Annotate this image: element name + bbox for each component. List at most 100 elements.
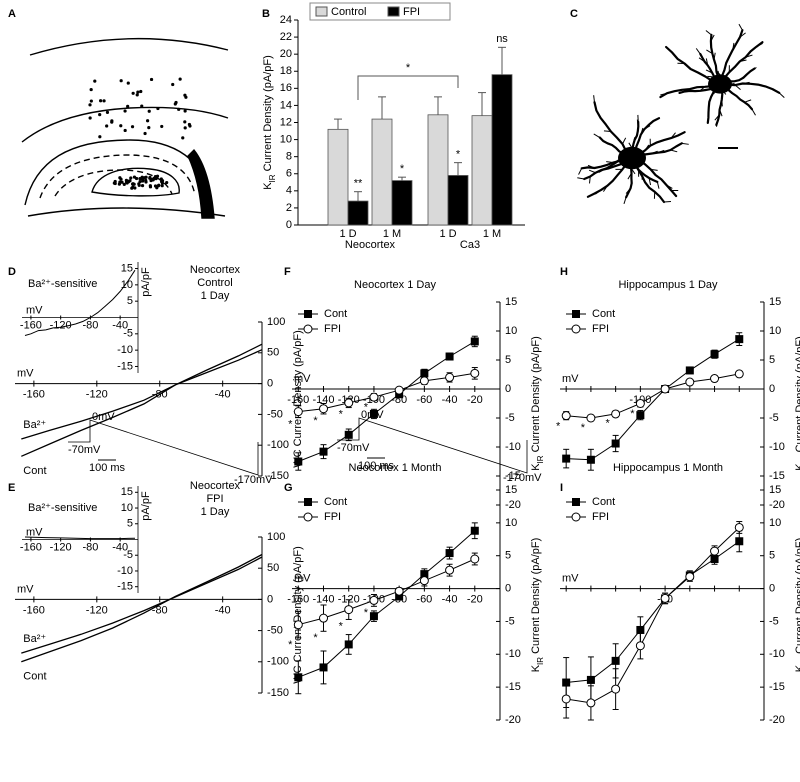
- y-tick-label: 0: [267, 378, 273, 390]
- astrocyte-twig: [656, 181, 660, 189]
- y-tick-label: 10: [769, 517, 781, 529]
- series-line: [21, 553, 263, 663]
- y-axis-label: KIR Current Density (pA/pF): [530, 336, 545, 471]
- panel-label: G: [284, 482, 293, 494]
- x-tick-label: -160: [23, 604, 45, 616]
- y-tick-label: 15: [769, 484, 781, 496]
- significance-label: **: [354, 178, 363, 190]
- marker: [470, 368, 480, 378]
- inset-x-tick-label: -80: [82, 319, 98, 331]
- y-tick-label: 0: [769, 383, 775, 395]
- neuron-dot: [173, 102, 177, 106]
- inset-y-tick-label: -15: [117, 581, 133, 593]
- y-axis-label-subscript: IR: [536, 657, 545, 665]
- inset-y-tick-label: 5: [127, 518, 133, 530]
- y-axis-label: KIR Current Density (pA/pF): [262, 55, 277, 190]
- marker: [710, 555, 719, 563]
- neuron-dot: [147, 109, 151, 113]
- marker: [319, 404, 329, 414]
- y-tick-label: 6: [286, 168, 292, 180]
- chart-title: 1 Day: [201, 506, 230, 518]
- series-line: [566, 540, 740, 683]
- significance-label: *: [313, 415, 318, 427]
- marker: [419, 576, 429, 586]
- y-tick-label: 0: [769, 582, 775, 594]
- marker: [470, 554, 480, 564]
- significance-label: *: [313, 632, 318, 644]
- significance-bracket: [357, 75, 459, 100]
- legend-label: Control: [331, 6, 366, 18]
- neuron-dot: [89, 87, 93, 92]
- protocol-label: -170mV: [503, 472, 542, 484]
- neuron-dot: [159, 177, 163, 181]
- y-tick-label: 18: [280, 65, 292, 77]
- inset-x-tick-label: -40: [112, 319, 128, 331]
- y-tick-label: 5: [769, 550, 775, 562]
- neuron-dot: [144, 178, 148, 182]
- neuron-dot: [141, 179, 145, 183]
- x-tick-label: -60: [416, 394, 432, 406]
- y-tick-label: 15: [769, 296, 781, 308]
- neuron-dot: [148, 185, 153, 189]
- x-tick-label: -120: [86, 604, 108, 616]
- y-tick-label: 14: [280, 99, 292, 111]
- neuron-dot: [139, 89, 143, 94]
- bar: [347, 200, 369, 226]
- neuron-dot: [152, 176, 157, 180]
- cortex-surface: [29, 37, 229, 56]
- marker: [344, 605, 354, 615]
- legend-label: FPI: [403, 6, 420, 18]
- legend-label: FPI: [592, 511, 609, 523]
- y-tick-label: 100: [267, 316, 285, 328]
- chart-title: Neocortex: [190, 264, 241, 276]
- marker: [611, 684, 621, 694]
- neuron-dot: [131, 91, 135, 95]
- significance-label: *: [288, 639, 293, 651]
- marker: [734, 522, 744, 532]
- neuron-dot: [149, 77, 154, 82]
- bar: [491, 74, 513, 226]
- bar: [427, 114, 449, 226]
- astrocyte-twig: [623, 197, 627, 205]
- x-tick-label: 1 D: [439, 228, 456, 240]
- y-tick-label: -15: [769, 681, 785, 693]
- marker: [636, 411, 645, 420]
- bar: [327, 128, 349, 226]
- protocol-label: 100 ms: [89, 462, 126, 474]
- panel-label: H: [560, 266, 568, 278]
- group-label: Ca3: [460, 239, 480, 251]
- neuron-dot: [177, 107, 181, 111]
- series-line: [298, 530, 476, 678]
- significance-label: *: [339, 620, 344, 632]
- significance-label: *: [400, 163, 405, 175]
- series-label: Cont: [23, 465, 46, 477]
- neuron-dot: [183, 126, 187, 130]
- x-tick-label: -160: [287, 394, 309, 406]
- y-tick-label: 8: [286, 151, 292, 163]
- marker: [319, 663, 328, 672]
- x-tick-label: -160: [23, 389, 45, 401]
- neuron-dot: [102, 99, 106, 103]
- neuron-dot: [137, 182, 141, 186]
- ventricle: [187, 148, 215, 219]
- marker: [319, 447, 328, 456]
- inset-x-unit: mV: [26, 304, 43, 316]
- panel-label: F: [284, 266, 291, 278]
- y-tick-label: -150: [267, 687, 289, 699]
- neuron-dot: [119, 177, 123, 181]
- legend-label: FPI: [324, 323, 341, 335]
- x-tick-label: -40: [442, 593, 458, 605]
- y-tick-label: -10: [505, 648, 521, 660]
- marker: [710, 350, 719, 359]
- y-tick-label: -20: [505, 499, 521, 511]
- marker: [419, 376, 429, 386]
- legend-marker: [303, 324, 313, 334]
- astrocyte-twig: [778, 92, 785, 98]
- y-tick-label: -20: [505, 714, 521, 726]
- y-tick-label: -5: [769, 412, 779, 424]
- neuron-dot: [157, 183, 161, 187]
- x-tick-label: -140: [312, 394, 334, 406]
- y-tick-label: -20: [769, 714, 785, 726]
- x-tick-label: -20: [467, 593, 483, 605]
- marker: [394, 385, 404, 395]
